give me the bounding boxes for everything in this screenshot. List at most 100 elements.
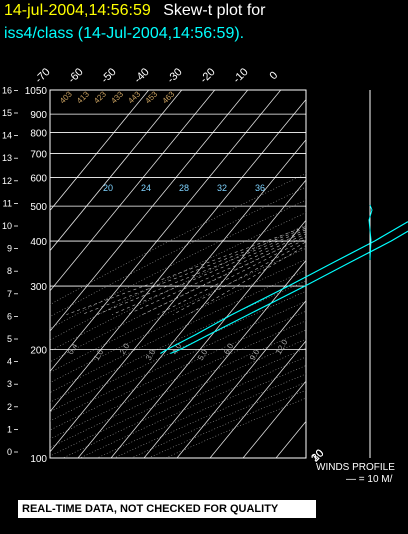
- height-tick-label: 15: [2, 108, 12, 118]
- dry-adiabat-line: [50, 199, 306, 329]
- moist-adiabat-line: [172, 241, 306, 315]
- temperature-tick-label: -60: [66, 66, 86, 86]
- theta-label: 433: [109, 89, 125, 105]
- dry-adiabat-line: [50, 310, 306, 431]
- theta-label: 443: [126, 89, 142, 105]
- dry-adiabat-line: [50, 280, 306, 403]
- pressure-tick-label: 500: [30, 202, 47, 213]
- winds-profile-label: WINDS PROFILE: [316, 462, 395, 473]
- theta-label: 413: [75, 89, 91, 105]
- height-tick-label: 5: [7, 334, 12, 344]
- mixing-ratio-label: 20: [103, 183, 113, 193]
- isotherm-line: [143, 259, 306, 458]
- winds-scale-label: — = 10 M/: [346, 474, 393, 485]
- dry-adiabat-line: [50, 247, 306, 373]
- isotherm-line: [342, 90, 408, 458]
- pressure-tick-label: 400: [30, 237, 47, 248]
- isotherm-line: [275, 420, 306, 458]
- dry-adiabat-line: [50, 301, 306, 422]
- moist-adiabat-label: 2.0: [118, 341, 132, 356]
- mixing-ratio-label: 36: [255, 183, 265, 193]
- height-tick-label: 4: [7, 357, 12, 367]
- height-tick-label: 8: [7, 266, 12, 276]
- mixing-ratio-label: 28: [179, 183, 189, 193]
- theta-label: 453: [143, 89, 159, 105]
- isotherm-line: [110, 219, 306, 458]
- pressure-tick-label: 300: [30, 282, 47, 293]
- isotherm-line: [309, 90, 408, 458]
- height-tick-label: 10: [2, 221, 12, 231]
- dry-adiabat-line: [50, 224, 306, 352]
- dry-adiabat-line: [50, 290, 306, 413]
- isotherm-line: [242, 380, 306, 458]
- height-tick-label: 0: [7, 447, 12, 457]
- temperature-tick-label: -30: [165, 66, 185, 86]
- moist-adiabat-line: [81, 227, 306, 315]
- dry-adiabat-line: [131, 381, 306, 458]
- moist-adiabat-line: [96, 229, 306, 315]
- isotherm-line: [50, 90, 249, 332]
- pressure-tick-label: 600: [30, 174, 47, 185]
- mixing-ratio-label: 32: [217, 183, 227, 193]
- title-date: 14-jul-2004,14:56:59: [4, 2, 151, 19]
- height-tick-label: 3: [7, 379, 12, 389]
- temperature-trace: [170, 230, 408, 355]
- temperature-tick-label: -20: [198, 66, 218, 86]
- isotherm-line: [176, 300, 306, 458]
- height-tick-label: 6: [7, 311, 12, 321]
- dry-adiabat-line: [50, 236, 306, 363]
- isotherm-line: [50, 139, 306, 453]
- moist-adiabat-label: 6.0: [222, 341, 236, 356]
- dry-adiabat-line: [50, 186, 306, 318]
- moist-adiabat-label: 0.4: [66, 341, 80, 356]
- dry-adiabat-line: [165, 397, 306, 458]
- pressure-tick-label: 800: [30, 129, 47, 140]
- moist-adiabat-line: [66, 226, 306, 315]
- temperature-tick-label: 0: [267, 69, 280, 82]
- dewpoint-trace: [160, 221, 408, 355]
- temperature-tick-label: -40: [132, 66, 152, 86]
- temperature-tick-label: -10: [231, 66, 251, 86]
- quality-banner: REAL-TIME DATA, NOT CHECKED FOR QUALITY: [18, 500, 316, 518]
- height-tick-label: 12: [2, 176, 12, 186]
- isotherm-line: [375, 90, 408, 458]
- isotherm-line: [50, 90, 150, 212]
- height-tick-label: 9: [7, 244, 12, 254]
- isotherm-line: [77, 179, 306, 458]
- dry-adiabat-line: [50, 320, 306, 440]
- temperature-tick-label: -70: [33, 66, 53, 86]
- moist-adiabat-line: [142, 235, 306, 315]
- height-tick-label: 16: [2, 85, 12, 95]
- height-tick-label: 1: [7, 424, 12, 434]
- isotherm-line: [209, 340, 306, 458]
- isotherm-line: [50, 90, 216, 292]
- isotherm-line: [50, 98, 306, 413]
- subtitle: iss4/class (14-Jul-2004,14:56:59).: [4, 25, 245, 42]
- theta-label: 463: [161, 89, 177, 105]
- moist-adiabat-line: [111, 231, 306, 315]
- temperature-tick-label: -50: [99, 66, 119, 86]
- dry-adiabat-line: [50, 173, 306, 305]
- height-tick-label: 7: [7, 289, 12, 299]
- theta-label: 403: [58, 89, 74, 105]
- wind-profile-trace: [368, 204, 373, 261]
- height-tick-label: 13: [2, 153, 12, 163]
- dry-adiabat-line: [50, 269, 306, 393]
- moist-adiabat-label: 12.0: [274, 338, 290, 356]
- dry-adiabat-line: [50, 338, 306, 457]
- dry-adiabat-line: [50, 212, 306, 341]
- pressure-tick-label: 900: [30, 110, 47, 121]
- dry-adiabat-line: [50, 259, 306, 383]
- title-line: 14-jul-2004,14:56:59 Skew-t plot for: [4, 2, 266, 20]
- title-label: Skew-t plot for: [163, 2, 266, 19]
- pressure-tick-label: 1050: [25, 86, 48, 97]
- isotherm-line: [50, 90, 183, 252]
- pressure-tick-label: 700: [30, 149, 47, 160]
- dry-adiabat-line: [50, 329, 306, 448]
- mixing-ratio-label: 24: [141, 183, 151, 193]
- dry-adiabat-line: [96, 365, 306, 458]
- height-tick-label: 14: [2, 131, 12, 141]
- pressure-tick-label: 100: [30, 454, 47, 465]
- pressure-tick-label: 200: [30, 346, 47, 357]
